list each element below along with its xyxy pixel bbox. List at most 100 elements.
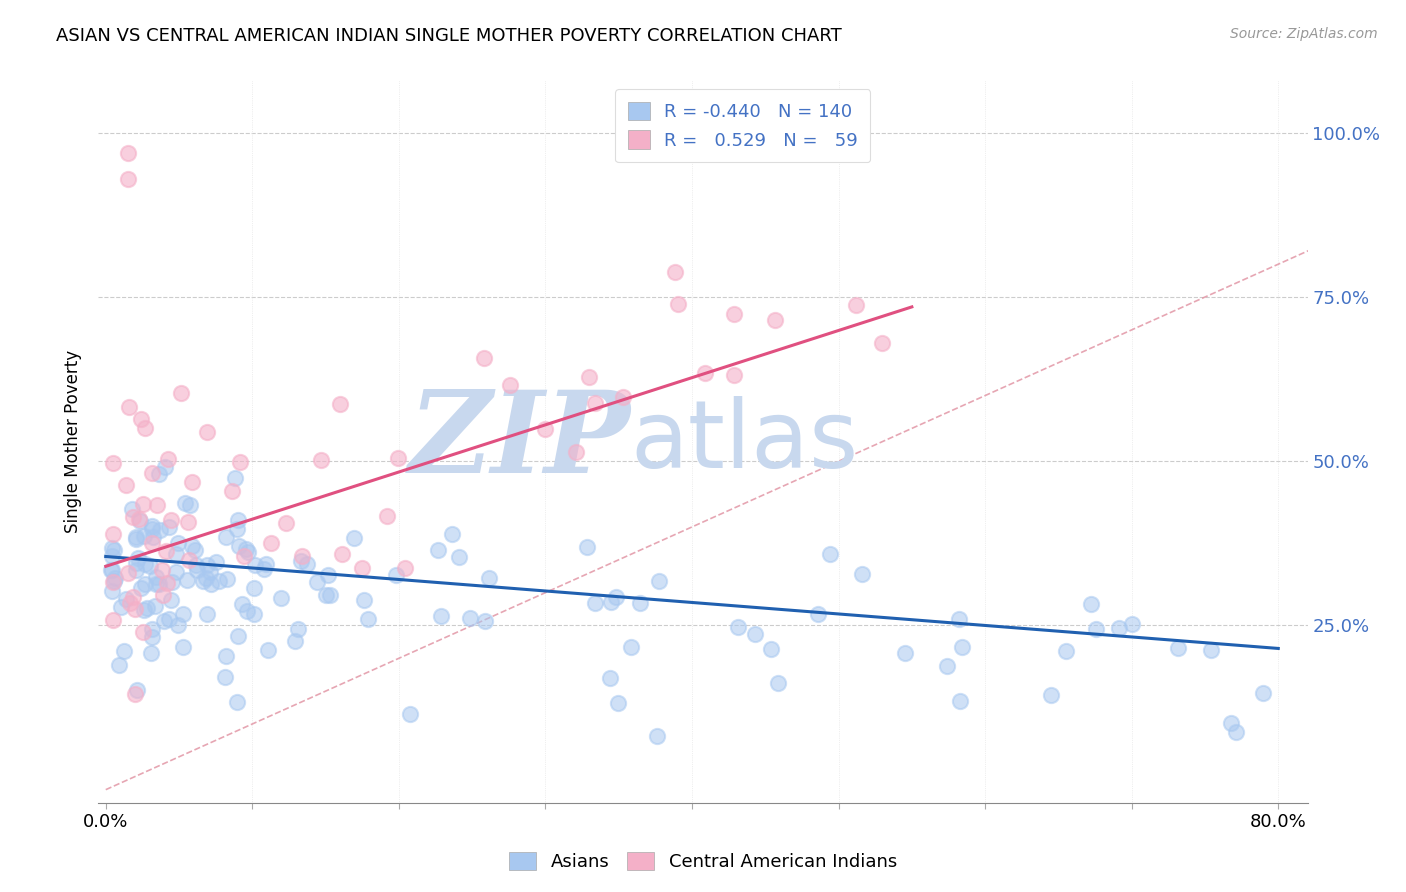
Point xyxy=(143,599,166,613)
Point xyxy=(427,543,450,558)
Point xyxy=(129,412,152,426)
Point xyxy=(110,599,132,614)
Point xyxy=(1121,616,1143,631)
Point xyxy=(132,625,155,640)
Point xyxy=(157,520,180,534)
Point xyxy=(214,530,236,544)
Point xyxy=(117,145,139,160)
Point xyxy=(1199,642,1222,657)
Point xyxy=(1225,724,1247,739)
Point xyxy=(1080,597,1102,611)
Point xyxy=(235,541,257,556)
Point xyxy=(141,646,163,660)
Point xyxy=(228,539,250,553)
Point xyxy=(807,607,830,621)
Point xyxy=(146,498,169,512)
Point xyxy=(645,729,668,743)
Point xyxy=(768,675,790,690)
Point xyxy=(575,541,598,555)
Point xyxy=(357,612,380,626)
Point xyxy=(174,496,197,510)
Point xyxy=(117,566,139,580)
Point xyxy=(666,297,689,311)
Point xyxy=(606,696,628,710)
Point xyxy=(141,622,163,636)
Point xyxy=(723,307,745,321)
Point xyxy=(472,351,495,365)
Point xyxy=(695,366,717,380)
Point xyxy=(150,563,173,577)
Point xyxy=(134,576,156,591)
Point xyxy=(195,425,218,439)
Point xyxy=(101,526,124,541)
Point xyxy=(215,572,238,586)
Point xyxy=(101,541,124,556)
Point xyxy=(160,513,183,527)
Point xyxy=(647,574,669,588)
Point xyxy=(152,588,174,602)
Point xyxy=(761,641,783,656)
Point xyxy=(254,558,277,572)
Point xyxy=(350,561,373,575)
Point xyxy=(101,574,124,589)
Point xyxy=(148,467,170,482)
Point xyxy=(233,549,256,563)
Point xyxy=(870,336,893,351)
Point xyxy=(332,547,354,561)
Point xyxy=(125,563,148,577)
Point xyxy=(319,588,342,602)
Point xyxy=(155,543,177,558)
Point xyxy=(165,566,187,580)
Point xyxy=(104,571,127,585)
Point xyxy=(605,590,627,604)
Point xyxy=(207,574,229,588)
Point xyxy=(458,611,481,625)
Point xyxy=(238,545,260,559)
Point xyxy=(124,687,146,701)
Point xyxy=(186,563,208,577)
Point xyxy=(101,563,124,577)
Point xyxy=(305,575,328,590)
Point xyxy=(447,549,470,564)
Point xyxy=(221,484,243,499)
Point xyxy=(664,265,686,279)
Point xyxy=(180,475,202,489)
Point xyxy=(114,478,136,492)
Point xyxy=(723,368,745,382)
Point xyxy=(179,498,201,512)
Point xyxy=(195,558,218,573)
Point xyxy=(295,557,318,571)
Point xyxy=(309,453,332,467)
Point xyxy=(148,576,170,591)
Point xyxy=(112,644,135,658)
Point xyxy=(129,581,152,595)
Point xyxy=(127,550,149,565)
Point xyxy=(231,597,253,611)
Point xyxy=(394,561,416,575)
Point xyxy=(533,422,555,436)
Point xyxy=(132,529,155,543)
Point xyxy=(176,516,198,530)
Point xyxy=(200,565,222,579)
Point xyxy=(628,596,651,610)
Point xyxy=(260,536,283,550)
Point xyxy=(125,683,148,698)
Point xyxy=(276,516,298,530)
Point xyxy=(236,604,259,618)
Point xyxy=(128,514,150,528)
Point xyxy=(253,562,276,576)
Point xyxy=(343,531,366,545)
Point xyxy=(583,596,606,610)
Point xyxy=(583,395,606,409)
Point xyxy=(316,568,339,582)
Point xyxy=(894,646,917,660)
Point xyxy=(226,513,249,527)
Point xyxy=(1167,641,1189,656)
Point xyxy=(287,622,309,636)
Point xyxy=(599,595,621,609)
Point xyxy=(145,569,167,583)
Point xyxy=(474,614,496,628)
Point xyxy=(157,612,180,626)
Point xyxy=(141,535,163,549)
Point xyxy=(183,543,205,558)
